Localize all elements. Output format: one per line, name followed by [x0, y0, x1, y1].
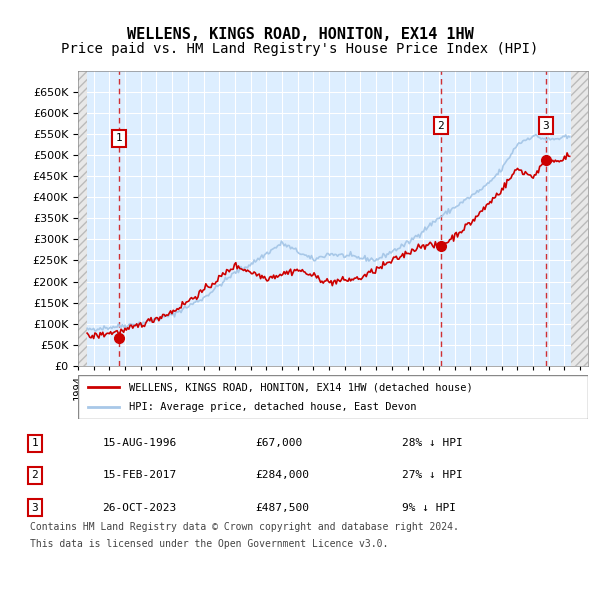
Text: 3: 3	[32, 503, 38, 513]
Text: Contains HM Land Registry data © Crown copyright and database right 2024.: Contains HM Land Registry data © Crown c…	[30, 522, 459, 532]
Text: 27% ↓ HPI: 27% ↓ HPI	[401, 470, 462, 480]
Bar	[571, 71, 588, 366]
Text: £67,000: £67,000	[255, 438, 302, 448]
Text: 15-FEB-2017: 15-FEB-2017	[103, 470, 177, 480]
Text: 15-AUG-1996: 15-AUG-1996	[103, 438, 177, 448]
Text: Price paid vs. HM Land Registry's House Price Index (HPI): Price paid vs. HM Land Registry's House …	[61, 42, 539, 57]
Bar	[78, 71, 86, 366]
Text: WELLENS, KINGS ROAD, HONITON, EX14 1HW (detached house): WELLENS, KINGS ROAD, HONITON, EX14 1HW (…	[129, 382, 473, 392]
Text: 26-OCT-2023: 26-OCT-2023	[103, 503, 177, 513]
Text: 1: 1	[116, 133, 122, 143]
Text: 28% ↓ HPI: 28% ↓ HPI	[401, 438, 462, 448]
Text: 2: 2	[32, 470, 38, 480]
Text: 9% ↓ HPI: 9% ↓ HPI	[401, 503, 455, 513]
FancyBboxPatch shape	[78, 375, 588, 419]
Text: 3: 3	[542, 120, 550, 130]
Text: 1: 1	[32, 438, 38, 448]
Bar	[78, 71, 87, 366]
Text: £284,000: £284,000	[255, 470, 309, 480]
Text: HPI: Average price, detached house, East Devon: HPI: Average price, detached house, East…	[129, 402, 416, 411]
Text: This data is licensed under the Open Government Licence v3.0.: This data is licensed under the Open Gov…	[30, 539, 388, 549]
Text: 2: 2	[437, 120, 444, 130]
Text: £487,500: £487,500	[255, 503, 309, 513]
Text: WELLENS, KINGS ROAD, HONITON, EX14 1HW: WELLENS, KINGS ROAD, HONITON, EX14 1HW	[127, 27, 473, 41]
